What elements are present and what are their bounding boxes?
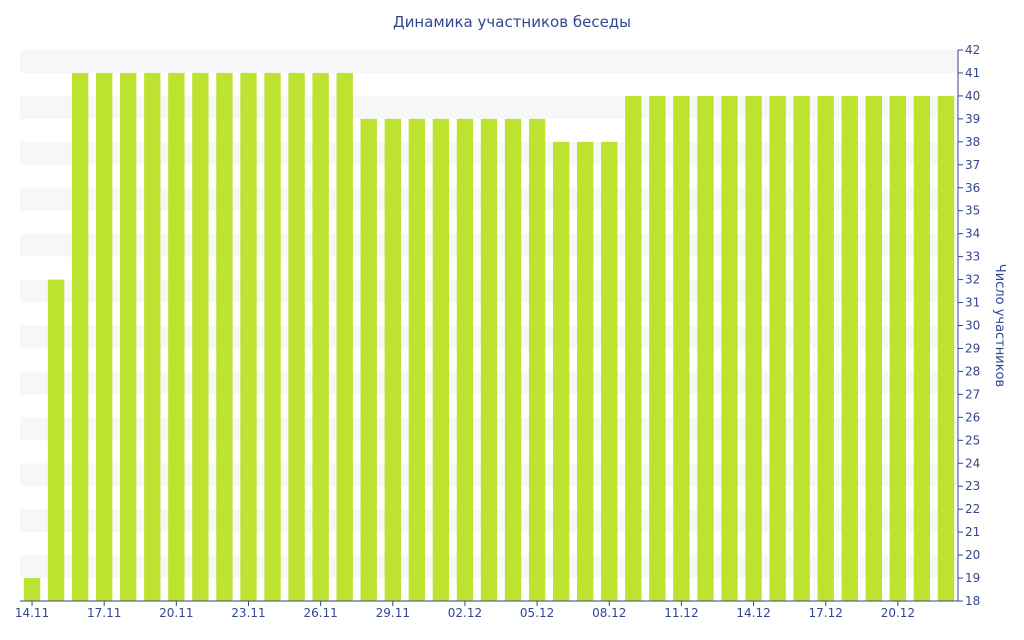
y-tick-label: 37 [965,158,980,172]
bar: 26.11: 41 [312,72,329,602]
bar: 27.11: 41 [336,72,353,602]
y-tick-label: 26 [965,410,980,424]
y-tick-label: 23 [965,479,980,493]
bar: 09.12: 40 [625,95,642,602]
bar: 15.11: 32 [47,279,65,601]
x-tick-label: 11.12 [664,606,698,620]
y-tick-label: 35 [965,204,980,218]
x-tick-label: 23.11 [231,606,265,620]
y-tick-label: 19 [965,571,980,585]
bar: 16.12: 40 [793,95,810,602]
y-tick-label: 39 [965,112,980,126]
bar: 03.12: 39 [480,118,498,601]
y-tick-label: 38 [965,135,980,149]
bar: 10.12: 40 [649,95,666,602]
bar: 04.12: 39 [504,118,522,601]
y-tick-label: 42 [965,43,980,57]
x-tick-label: 05.12 [520,606,554,620]
x-tick-label: 29.11 [376,606,410,620]
bar: 23.11: 41 [240,72,257,602]
x-tick-label: 14.12 [736,606,770,620]
bar: 18.12: 40 [841,95,858,602]
bar: 20.12: 40 [889,95,907,602]
y-tick-label: 36 [965,181,980,195]
y-tick-label: 40 [965,89,980,103]
y-axis-title: Число участников [992,264,1007,387]
bar: 28.11: 39 [360,118,377,601]
y-tick-label: 21 [965,525,980,539]
y-tick-label: 20 [965,548,980,562]
bar: 17.12: 40 [817,95,834,602]
bar: 22.11: 41 [216,72,233,602]
x-tick-label: 17.12 [809,606,843,620]
bar: 21.11: 41 [192,72,209,602]
bar: 24.11: 41 [264,72,281,602]
x-tick-label: 14.11 [15,606,49,620]
x-tick-label: 20.12 [881,606,915,620]
bar: 19.12: 40 [865,95,882,602]
bar: 21.12: 40 [913,95,931,602]
bar: 13.12: 40 [721,95,738,602]
x-tick-label: 08.12 [592,606,626,620]
bar-series: 14.11: 19 15.11: 32 16.11: 41 17.11: 41 18.1… [23,72,955,602]
y-tick-label: 32 [965,273,980,287]
y-tick-label: 22 [965,502,980,516]
chart-title: Динамика участников беседы [392,13,632,31]
bar: 15.12: 40 [769,95,786,602]
y-tick-label: 28 [965,364,980,378]
bar: 25.11: 41 [288,72,305,602]
bar: 22.12: 40 [937,95,955,602]
x-axis-ticks: 14.11 17.11 20.11 23.11 26.11 29.11 02.12 05.12… [15,601,915,620]
bar: 12.12: 40 [697,95,714,602]
bar: 05.12: 39 [528,118,546,601]
bar: 01.12: 39 [432,118,450,601]
bar: 08.12: 38 [601,141,618,602]
bar: 02.12: 39 [456,118,474,601]
grid-band [20,95,958,119]
bar: 29.11: 39 [384,118,401,601]
bar: 20.11: 41 [168,72,185,602]
x-tick-label: 02.12 [448,606,482,620]
x-tick-label: 17.11 [87,606,121,620]
bar: 14.11: 19 [23,578,41,601]
y-tick-label: 34 [965,227,980,241]
bar: 18.11: 41 [120,72,137,602]
x-tick-label: 26.11 [303,606,337,620]
y-tick-label: 31 [965,296,980,310]
y-tick-label: 30 [965,319,980,333]
bar: 17.11: 41 [96,72,113,602]
bar: 11.12: 40 [673,95,690,602]
y-tick-label: 29 [965,341,980,355]
y-tick-label: 24 [965,456,980,470]
y-tick-label: 27 [965,387,980,401]
bar: 14.12: 40 [745,95,762,602]
y-tick-label: 41 [965,66,980,80]
y-axis-ticks: 18 19 20 21 22 23 24 25 26 27 28 29 30 31 32 33 34 35 36 37… [958,43,980,608]
bar: 19.11: 41 [144,72,161,602]
y-tick-label: 25 [965,433,980,447]
bar: 06.12: 38 [552,141,570,602]
y-tick-label: 33 [965,250,980,264]
bar: 07.12: 38 [577,141,594,602]
x-tick-label: 20.11 [159,606,193,620]
bar: 30.11: 39 [408,118,426,601]
y-tick-label: 18 [965,594,980,608]
bar: 16.11: 41 [71,72,89,602]
grid-band [20,50,958,73]
